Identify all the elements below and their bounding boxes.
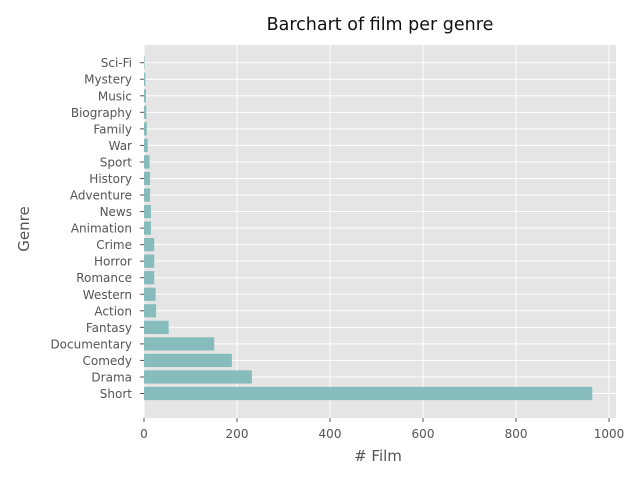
bar-horror xyxy=(144,254,155,268)
x-tick-label: 600 xyxy=(412,427,435,441)
y-tick-label: Mystery xyxy=(84,73,132,87)
bar-documentary xyxy=(144,337,215,351)
bar-romance xyxy=(144,271,155,285)
y-axis-label: Genre xyxy=(15,206,33,251)
y-tick-label: Sci-Fi xyxy=(101,56,132,70)
bar-family xyxy=(144,122,147,136)
y-tick-label: Romance xyxy=(76,271,132,285)
y-tick-label: Music xyxy=(98,89,132,103)
bar-music xyxy=(144,89,146,103)
y-tick-label: Short xyxy=(100,387,132,401)
y-tick-label: Animation xyxy=(71,222,132,236)
x-tick-label: 200 xyxy=(226,427,249,441)
y-tick-label: History xyxy=(89,172,132,186)
bar-biography xyxy=(144,105,147,119)
y-tick-label: News xyxy=(100,205,132,219)
bar-adventure xyxy=(144,188,151,202)
y-axis-ticks: Short Drama Comedy Documentary Fantasy Action… xyxy=(50,56,144,401)
x-axis-ticks: 0 200 400 600 800 1000 xyxy=(140,418,624,441)
y-tick-label: Adventure xyxy=(70,189,132,203)
bar-news xyxy=(144,204,151,219)
bar-action xyxy=(144,304,157,318)
y-tick-label: Biography xyxy=(71,106,132,120)
bars xyxy=(144,56,593,401)
y-tick-label: Horror xyxy=(94,255,132,269)
y-tick-label: Documentary xyxy=(50,337,132,351)
y-tick-label: Action xyxy=(94,304,132,318)
y-tick-label: Western xyxy=(83,288,132,302)
x-tick-label: 1000 xyxy=(594,427,625,441)
y-tick-label: Crime xyxy=(96,238,132,252)
y-tick-label: Comedy xyxy=(82,354,132,368)
x-axis-label: # Film xyxy=(354,447,402,465)
x-tick-label: 0 xyxy=(140,427,148,441)
bar-sport xyxy=(144,155,150,169)
bar-history xyxy=(144,171,151,186)
y-tick-label: Fantasy xyxy=(86,321,132,335)
x-tick-label: 800 xyxy=(505,427,528,441)
y-tick-label: Sport xyxy=(100,155,133,169)
y-tick-label: Family xyxy=(93,122,132,136)
bar-animation xyxy=(144,221,151,235)
bar-comedy xyxy=(144,353,232,368)
bar-war xyxy=(144,138,148,153)
y-tick-label: Drama xyxy=(91,370,132,384)
x-tick-label: 400 xyxy=(319,427,342,441)
bar-western xyxy=(144,287,156,301)
bar-short xyxy=(144,386,593,401)
bar-mystery xyxy=(144,72,146,86)
bar-fantasy xyxy=(144,320,169,334)
chart-title: Barchart of film per genre xyxy=(267,15,494,35)
y-tick-label: War xyxy=(109,139,132,153)
bar-drama xyxy=(144,370,252,384)
bar-crime xyxy=(144,238,155,252)
